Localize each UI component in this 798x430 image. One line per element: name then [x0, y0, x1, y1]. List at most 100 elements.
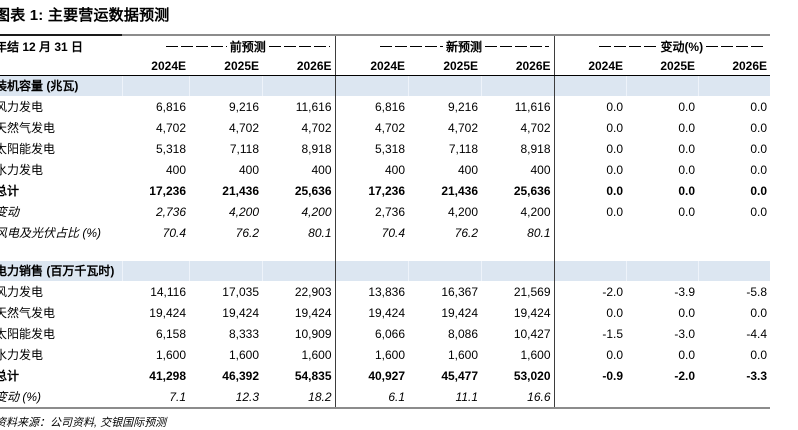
- value-cell: 0.0: [553, 96, 627, 117]
- value-cell: 0.0: [750, 162, 768, 177]
- section-header-cell: [697, 75, 771, 96]
- section-header-cell: [625, 75, 699, 96]
- value-cell: 0.0: [553, 201, 627, 222]
- section-header-label: 电力销售 (百万千瓦时): [0, 261, 122, 281]
- row-label: 水力发电: [0, 347, 44, 362]
- group-header-row: 年结 12 月 31 日 前预测 新预测 变动(%): [0, 35, 771, 57]
- table-row: 风力发电 14,116 17,035 22,903 13,836 16,367 21,569…: [0, 281, 770, 302]
- year-header: 2025E: [189, 57, 262, 76]
- value-cell: 80.1: [527, 225, 551, 240]
- row-label: 太阳能发电: [0, 326, 56, 341]
- group-new-forecast: 新预测: [334, 35, 555, 57]
- year-header: 2024E: [122, 57, 189, 76]
- value-cell: 70.4: [162, 225, 186, 240]
- dash-line: [598, 46, 658, 47]
- value-cell: 8,918: [520, 141, 551, 156]
- table-row: 变动 (%) 7.1 12.3 18.26.1 11.1 16.6: [0, 386, 770, 408]
- value-cell: 17,236: [149, 183, 186, 198]
- spacer-cell: [698, 243, 770, 261]
- value-cell: 0.0: [553, 344, 627, 365]
- value-cell: 0.0: [553, 180, 627, 201]
- value-cell: 19,424: [149, 305, 186, 320]
- value-cell: 0.0: [678, 183, 696, 198]
- value-cell: 19,424: [441, 305, 479, 320]
- value-cell: 0.0: [678, 120, 696, 135]
- value-cell: 17,236: [334, 180, 409, 201]
- row-label: 风力发电: [0, 284, 44, 299]
- value-cell: 16.6: [527, 389, 551, 404]
- spacer-cell: [408, 243, 481, 261]
- value-cell: 53,020: [513, 368, 551, 383]
- forecast-table: 年结 12 月 31 日 前预测 新预测 变动(%) 2024E 2025E: [0, 34, 792, 409]
- value-cell: 400: [334, 159, 409, 180]
- value-cell: 8,333: [228, 326, 259, 341]
- value-cell: 0.0: [750, 305, 768, 320]
- dash-line: [485, 46, 549, 47]
- section-header-cell: [121, 261, 189, 281]
- value-cell: 4,702: [334, 117, 409, 138]
- row-label: 太阳能发电: [0, 141, 56, 156]
- section-header-cell: [261, 75, 336, 96]
- section-header-cell: [188, 75, 262, 96]
- value-cell: 6.1: [334, 386, 409, 408]
- value-cell: -2.0: [674, 368, 696, 383]
- row-header: 年结 12 月 31 日: [0, 39, 84, 54]
- value-cell: 12.3: [235, 389, 259, 404]
- spacer-row: [0, 243, 770, 261]
- section-header-cell: [480, 261, 555, 281]
- spacer-cell: [189, 243, 262, 261]
- year-header: 2025E: [408, 57, 482, 76]
- value-cell: 5,318: [155, 141, 186, 156]
- value-cell: 0.0: [750, 99, 768, 114]
- value-cell: 4,702: [301, 120, 332, 135]
- value-cell: 6,066: [334, 323, 409, 344]
- value-cell: 6,816: [334, 96, 409, 117]
- value-cell: 40,927: [334, 365, 409, 386]
- row-label: 总计: [0, 183, 20, 198]
- value-cell: 400: [457, 162, 479, 177]
- value-cell: [553, 386, 627, 408]
- section-header-row: 电力销售 (百万千瓦时): [0, 261, 771, 281]
- section-header-label: 装机容量 (兆瓦): [0, 75, 122, 96]
- value-cell: 7.1: [169, 389, 186, 404]
- year-header: 2024E: [334, 57, 409, 76]
- operating-data-table: 年结 12 月 31 日 前预测 新预测 变动(%) 2024E 2025E: [0, 34, 771, 409]
- year-header: 2025E: [626, 57, 699, 76]
- value-cell: [626, 386, 698, 408]
- table-row: 水力发电 400 400 400 400 400 400 0.0 0.0 0.0: [0, 159, 770, 180]
- value-cell: 8,086: [447, 326, 479, 341]
- value-cell: 46,392: [222, 368, 259, 383]
- top-rule-accent: [0, 34, 122, 36]
- value-cell: 54,835: [294, 368, 332, 383]
- table-row: 变动2,7364,2004,2002,7364,2004,2000.00.00.…: [0, 201, 770, 222]
- value-cell: 7,118: [448, 141, 479, 156]
- value-cell: 4,200: [520, 204, 551, 219]
- dash-line: [379, 46, 444, 47]
- year-header-row: 2024E 2025E 2026E 2024E 2025E 2026E 2024…: [0, 57, 771, 76]
- section-header-row: 装机容量 (兆瓦): [0, 75, 771, 96]
- value-cell: 10,427: [513, 326, 551, 341]
- spacer-cell: [0, 243, 122, 261]
- table-row: 天然气发电 4,702 4,702 4,702 4,702 4,702 4,702 0.0 0.…: [0, 117, 770, 138]
- value-cell: 1,600: [520, 347, 551, 362]
- spacer-cell: [481, 243, 554, 261]
- value-cell: 19,424: [294, 305, 332, 320]
- value-cell: [698, 222, 770, 243]
- value-cell: 9,216: [228, 99, 259, 114]
- value-cell: 0.0: [750, 204, 768, 219]
- value-cell: 0.0: [678, 162, 696, 177]
- value-cell: 6,816: [155, 99, 186, 114]
- value-cell: 0.0: [678, 204, 696, 219]
- value-cell: 17,035: [222, 284, 259, 299]
- value-cell: 10,909: [294, 326, 332, 341]
- value-cell: 11,616: [514, 99, 551, 114]
- value-cell: 4,702: [228, 120, 259, 135]
- value-cell: -3.9: [674, 284, 696, 299]
- value-cell: -4.4: [746, 326, 768, 341]
- value-cell: -5.8: [746, 284, 768, 299]
- value-cell: 13,836: [334, 281, 409, 302]
- value-cell: 22,903: [294, 284, 332, 299]
- dash-line: [268, 46, 330, 47]
- source-note: 资料来源：公司资料, 交银国际预测: [0, 417, 167, 429]
